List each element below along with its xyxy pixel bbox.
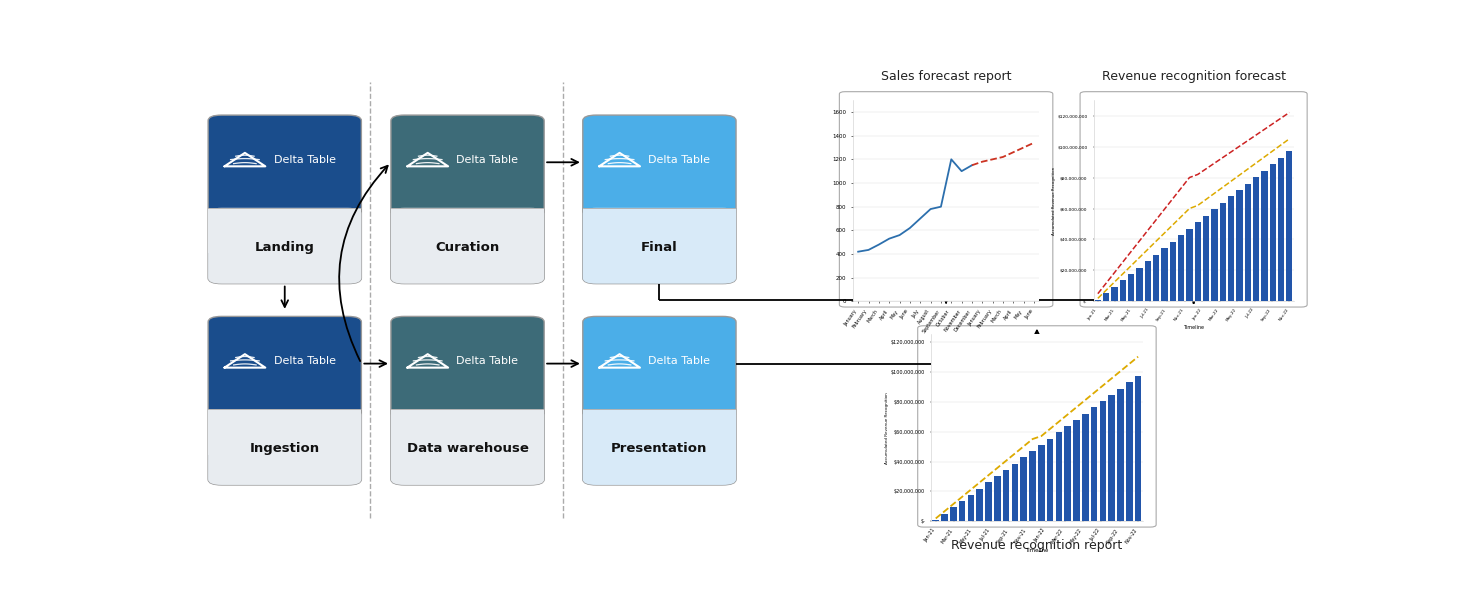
Bar xyxy=(1277,157,1285,302)
Text: Presentation: Presentation xyxy=(611,442,708,455)
FancyBboxPatch shape xyxy=(917,326,1156,527)
Bar xyxy=(1178,235,1184,302)
Bar xyxy=(1021,457,1027,522)
Bar xyxy=(1127,382,1132,522)
Text: Delta Table: Delta Table xyxy=(457,154,519,165)
Bar xyxy=(968,495,974,522)
Bar xyxy=(1253,177,1260,302)
Bar xyxy=(1065,426,1071,522)
Text: Revenue recognition report: Revenue recognition report xyxy=(951,539,1122,552)
Bar xyxy=(1118,389,1124,522)
Bar xyxy=(986,482,992,522)
Bar xyxy=(1012,464,1018,522)
Bar xyxy=(1091,407,1097,522)
Bar xyxy=(208,208,362,254)
Bar xyxy=(958,501,965,522)
Bar xyxy=(1109,395,1115,522)
Bar xyxy=(583,208,735,254)
Bar xyxy=(1112,287,1118,302)
Text: Delta Table: Delta Table xyxy=(457,356,519,366)
Bar xyxy=(1220,203,1226,302)
Bar xyxy=(1144,261,1151,302)
Bar xyxy=(1228,196,1234,302)
FancyBboxPatch shape xyxy=(583,115,735,283)
Text: Delta Table: Delta Table xyxy=(649,356,711,366)
FancyBboxPatch shape xyxy=(208,115,362,283)
Bar xyxy=(208,409,362,455)
X-axis label: Timeline: Timeline xyxy=(1026,548,1049,553)
Y-axis label: Accumulated Revenue Recognition: Accumulated Revenue Recognition xyxy=(1052,167,1056,235)
Y-axis label: Accumulated Revenue Recognition: Accumulated Revenue Recognition xyxy=(885,392,889,464)
Bar xyxy=(977,489,983,522)
FancyBboxPatch shape xyxy=(583,409,735,485)
Bar xyxy=(941,514,948,522)
Text: Landing: Landing xyxy=(255,241,315,254)
Bar xyxy=(1203,216,1209,302)
Bar xyxy=(1212,209,1217,302)
Text: Final: Final xyxy=(642,241,678,254)
Bar xyxy=(1135,376,1141,522)
Bar xyxy=(1236,190,1242,302)
FancyBboxPatch shape xyxy=(583,208,735,283)
Text: Sales forecast report: Sales forecast report xyxy=(880,71,1011,83)
FancyBboxPatch shape xyxy=(391,208,544,283)
Bar xyxy=(391,208,544,254)
Text: Curation: Curation xyxy=(435,241,500,254)
Bar xyxy=(1286,151,1292,302)
Bar xyxy=(1039,445,1045,522)
Bar xyxy=(932,520,939,522)
X-axis label: Timeline: Timeline xyxy=(1184,325,1204,330)
Bar xyxy=(1004,470,1009,522)
Bar xyxy=(1245,184,1251,302)
Text: Delta Table: Delta Table xyxy=(274,356,335,366)
FancyBboxPatch shape xyxy=(839,92,1053,307)
FancyBboxPatch shape xyxy=(208,208,362,283)
FancyBboxPatch shape xyxy=(208,409,362,485)
Text: Ingestion: Ingestion xyxy=(249,442,319,455)
Bar xyxy=(1100,401,1106,522)
Bar xyxy=(1074,420,1080,522)
Bar xyxy=(1162,248,1168,302)
Bar xyxy=(1153,255,1159,302)
Bar xyxy=(1103,294,1109,302)
Bar xyxy=(1137,268,1143,302)
FancyBboxPatch shape xyxy=(1080,92,1307,307)
Text: Data warehouse: Data warehouse xyxy=(407,442,529,455)
Bar xyxy=(1083,413,1088,522)
Bar xyxy=(583,409,735,455)
Bar xyxy=(1119,280,1127,302)
FancyBboxPatch shape xyxy=(208,316,362,485)
FancyBboxPatch shape xyxy=(583,316,735,485)
Bar xyxy=(949,508,957,522)
Bar xyxy=(1261,171,1267,302)
Bar xyxy=(1169,242,1176,302)
FancyBboxPatch shape xyxy=(391,409,544,485)
Bar xyxy=(1128,274,1134,302)
FancyBboxPatch shape xyxy=(391,115,544,283)
Bar xyxy=(1194,223,1201,302)
Bar xyxy=(391,409,544,455)
Bar xyxy=(995,476,1001,522)
Bar xyxy=(1056,432,1062,522)
Bar xyxy=(1187,229,1193,302)
FancyBboxPatch shape xyxy=(391,316,544,485)
Text: Revenue recognition forecast: Revenue recognition forecast xyxy=(1102,71,1286,83)
Bar xyxy=(1030,451,1036,522)
Bar xyxy=(1047,438,1053,522)
Bar xyxy=(1094,300,1102,302)
Text: Delta Table: Delta Table xyxy=(649,154,711,165)
Bar xyxy=(1270,164,1276,302)
Text: Delta Table: Delta Table xyxy=(274,154,335,165)
